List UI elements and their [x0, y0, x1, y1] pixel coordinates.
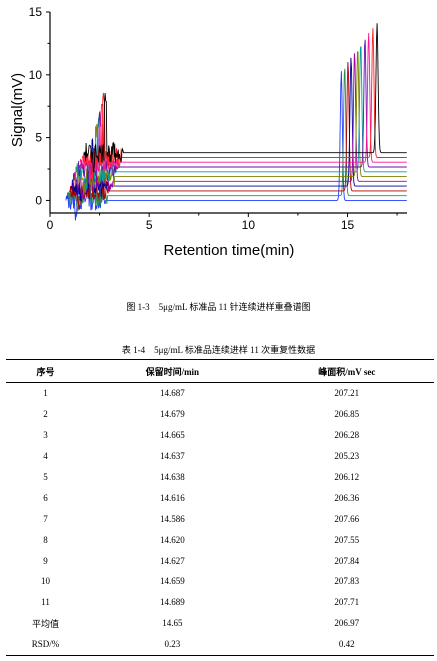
chromatogram-series-8 [77, 39, 407, 184]
cell-retention-time: 14.620 [159, 534, 185, 545]
cell-index: 11 [41, 597, 50, 608]
cell-index: 1 [43, 388, 48, 399]
cell-peak-area: 206.97 [334, 618, 360, 629]
chromatogram-series-9 [79, 32, 407, 180]
y-axis-label: Signal(mV) [9, 73, 26, 147]
header-retention-time: 保留时间/min [85, 359, 260, 383]
table-row: 7 14.586 207.66 [6, 508, 434, 529]
cell-index: 9 [43, 555, 48, 566]
cell-retention-time: 0.23 [85, 633, 260, 656]
repeatability-table: 序号 保留时间/min 峰面积/mV sec 1 14.687 207.21 2 14… [6, 359, 434, 656]
chromatogram-series-6 [74, 51, 407, 196]
table-row-mean: 平均值 14.65 206.97 [6, 613, 434, 634]
x-tick-label: 15 [341, 218, 355, 232]
cell-peak-area: 207.55 [334, 534, 360, 545]
cell-peak-area: 206.85 [334, 409, 360, 420]
table-row: 8 14.620 207.55 [6, 529, 434, 550]
cell-retention-time: 14.679 [159, 409, 185, 420]
header-peak-area: 峰面积/mV sec [259, 359, 434, 383]
cell-retention-time: 14.627 [159, 555, 185, 566]
cell-index: 2 [43, 409, 48, 420]
chromatogram-series-10 [81, 28, 407, 179]
cell-retention-time: 14.689 [159, 597, 185, 608]
cell-peak-area: 207.83 [334, 576, 360, 587]
y-tick-label: 15 [29, 5, 43, 19]
cell-peak-area: 205.23 [334, 451, 360, 462]
table-row: 6 14.616 206.36 [6, 487, 434, 508]
chromatogram-series-7 [76, 46, 407, 193]
cell-retention-time: 14.637 [159, 451, 185, 462]
chromatogram-series-5 [72, 53, 407, 201]
chromatogram-series-11 [83, 23, 407, 173]
x-tick-label: 0 [47, 218, 54, 232]
y-tick-label: 10 [29, 68, 43, 82]
table-row: 10 14.659 207.83 [6, 571, 434, 592]
table-header-row: 序号 保留时间/min 峰面积/mV sec [6, 359, 434, 383]
chromatogram-series-1 [65, 71, 407, 221]
cell-peak-area: 206.36 [334, 492, 360, 503]
figure-caption: 图 1-3 5μg/mL 标准品 11 针连续进样重叠谱图 [126, 302, 311, 312]
cell-retention-time: 14.586 [159, 513, 185, 524]
table-row: 9 14.627 207.84 [6, 550, 434, 571]
table-row: 3 14.665 206.28 [6, 425, 434, 446]
cell-retention-time: 14.616 [159, 492, 185, 503]
cell-index: 10 [41, 576, 51, 587]
table-row: 11 14.689 207.71 [6, 592, 434, 613]
chromatogram-series-2 [67, 68, 407, 213]
cell-peak-area: 207.84 [334, 555, 360, 566]
cell-peak-area: 207.71 [334, 597, 360, 608]
y-tick-label: 0 [35, 193, 42, 207]
cell-index: RSD/% [6, 633, 86, 656]
table-caption: 表 1-4 5μg/mL 标准品连续进样 11 次重复性数据 [121, 345, 316, 355]
x-axis-label: Retention time(min) [164, 242, 295, 259]
table-row-rsd: RSD/% 0.23 0.42 [6, 633, 434, 656]
cell-peak-area: 207.21 [334, 388, 360, 399]
cell-index: 8 [43, 534, 48, 545]
cell-peak-area: 206.28 [334, 430, 360, 441]
cell-index: 3 [43, 430, 48, 441]
chart-axes: 0 5 10 15 0 5 10 15 [29, 5, 407, 232]
chromatogram-chart: 0 5 10 15 0 5 10 15 Retention time(min) Signal(… [9, 5, 407, 259]
cell-retention-time: 14.65 [162, 618, 183, 629]
cell-index: 4 [43, 451, 48, 462]
y-tick-label: 5 [35, 131, 42, 145]
chromatogram-traces [65, 23, 407, 221]
cell-peak-area: 207.66 [334, 513, 360, 524]
cell-peak-area: 206.12 [334, 472, 360, 482]
cell-index: 7 [43, 513, 48, 524]
table-row: 4 14.637 205.23 [6, 446, 434, 467]
cell-retention-time: 14.665 [159, 430, 185, 441]
cell-retention-time: 14.659 [159, 576, 185, 587]
x-tick-label: 5 [146, 218, 153, 232]
x-tick-label: 10 [242, 218, 256, 232]
cell-peak-area: 0.42 [259, 633, 434, 656]
cell-index: 平均值 [32, 618, 60, 629]
header-index: 序号 [6, 359, 86, 383]
table-row: 1 14.687 207.21 [6, 383, 434, 404]
table-row: 5 14.638 206.12 [6, 467, 434, 488]
cell-retention-time: 14.687 [159, 388, 185, 399]
cell-retention-time: 14.638 [159, 472, 185, 482]
cell-index: 6 [43, 492, 48, 503]
table-row: 2 14.679 206.85 [6, 404, 434, 425]
chromatogram-series-4 [70, 57, 407, 202]
cell-index: 5 [43, 472, 48, 482]
